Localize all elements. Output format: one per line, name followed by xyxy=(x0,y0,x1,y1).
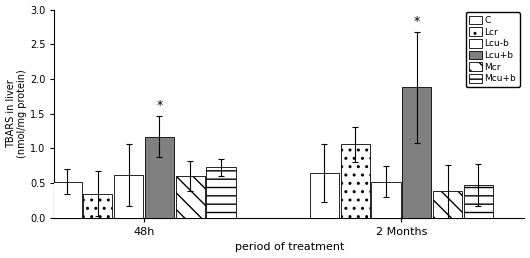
Bar xyxy=(114,175,143,218)
Bar xyxy=(372,182,401,218)
Bar xyxy=(52,182,82,218)
Bar xyxy=(433,191,462,218)
Y-axis label: TBARS in liver
(nmol/mg protein): TBARS in liver (nmol/mg protein) xyxy=(5,69,27,158)
Legend: C, Lcr, Lcu-b, Lcu+b, Mcr, Mcu+b: C, Lcr, Lcu-b, Lcu+b, Mcr, Mcu+b xyxy=(466,12,520,87)
Bar xyxy=(341,144,370,218)
Bar xyxy=(145,137,174,218)
Bar xyxy=(175,176,205,218)
Bar xyxy=(402,87,431,218)
X-axis label: period of treatment: period of treatment xyxy=(235,243,344,252)
Bar xyxy=(83,194,112,218)
Bar xyxy=(464,185,493,218)
Text: *: * xyxy=(156,99,163,112)
Bar xyxy=(206,167,235,218)
Text: *: * xyxy=(413,15,420,28)
Bar xyxy=(310,173,339,218)
